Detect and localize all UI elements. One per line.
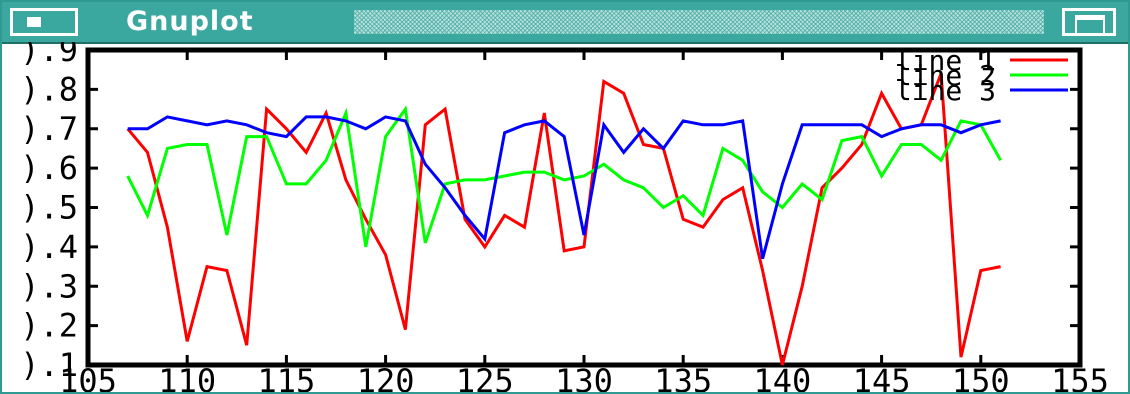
- legend-label: line 1: [895, 44, 996, 77]
- x-tick-label: 120: [357, 362, 415, 392]
- gnuplot-chart: 105 110 115 120 125 130 135 140 145 150 155 ).1).2)…: [20, 42, 1109, 392]
- x-tick-label: 115: [258, 362, 316, 392]
- series-line-1: [126, 73, 1001, 366]
- title-bar[interactable]: Gnuplot: [2, 2, 1128, 44]
- y-tick-label: ).1: [20, 346, 78, 384]
- title-bar-fill: [354, 10, 1044, 34]
- y-tick-label: ).5: [20, 189, 78, 227]
- legend-label: line 2: [895, 59, 996, 92]
- y-tick-label: ).9: [20, 42, 78, 69]
- y-tick-label: ).7: [20, 110, 78, 148]
- y-tick-label: ).2: [20, 307, 78, 345]
- x-tick-label: 140: [754, 362, 812, 392]
- y-tick-label: ).4: [20, 228, 78, 266]
- x-tick-label: 135: [654, 362, 712, 392]
- x-tick-label: 145: [853, 362, 911, 392]
- x-tick-label: 155: [1051, 362, 1109, 392]
- x-tick-label: 110: [158, 362, 216, 392]
- x-tick-label: 130: [555, 362, 613, 392]
- x-tick-label: 125: [456, 362, 514, 392]
- series-line-2: [126, 105, 1002, 248]
- x-tick-label: 150: [952, 362, 1010, 392]
- system-menu-icon[interactable]: [10, 8, 78, 36]
- maximize-icon[interactable]: [1062, 8, 1116, 36]
- window-title: Gnuplot: [126, 6, 254, 37]
- legend-label: line 3: [895, 74, 996, 107]
- y-tick-label: ).8: [20, 70, 78, 108]
- y-tick-label: ).3: [20, 267, 78, 305]
- series-line-3: [127, 115, 1001, 260]
- x-tick-label: 105: [59, 362, 117, 392]
- y-tick-label: ).6: [20, 149, 78, 187]
